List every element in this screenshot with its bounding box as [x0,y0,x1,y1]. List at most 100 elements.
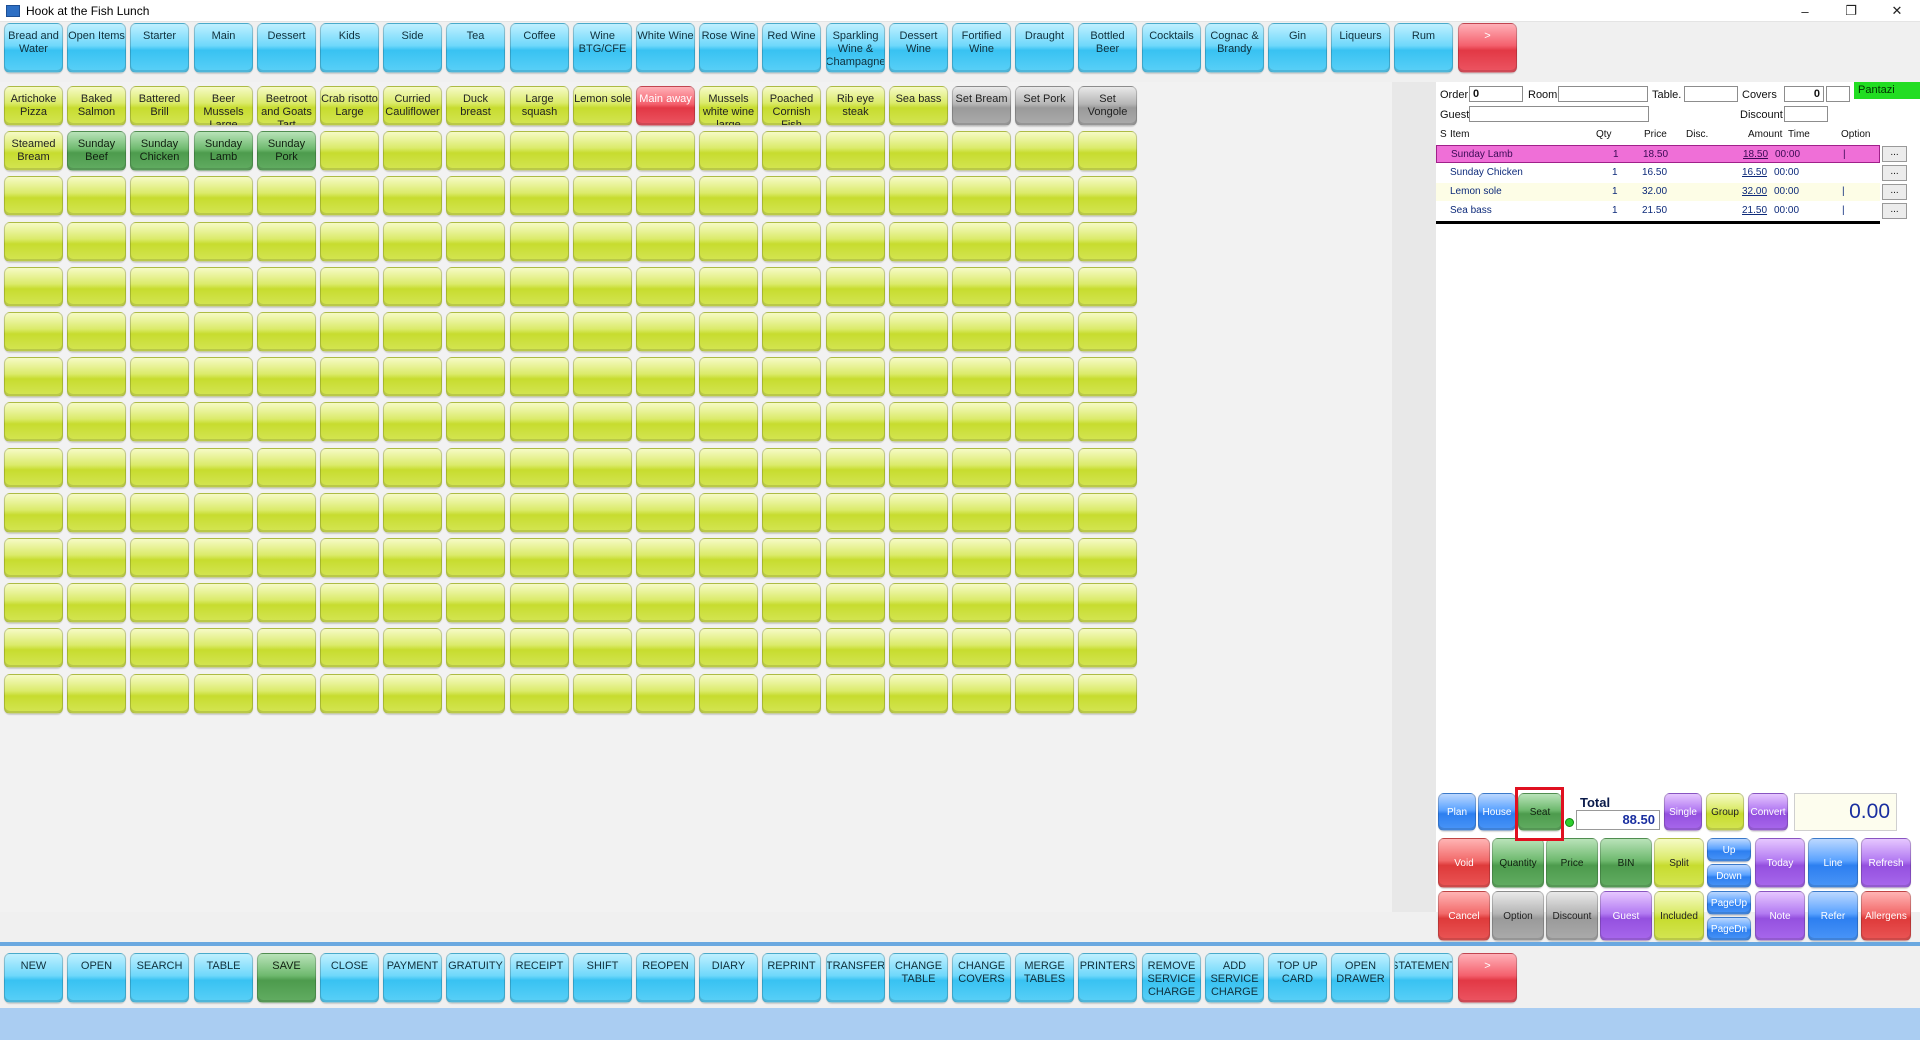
product-sea-bass[interactable]: Sea bass [889,86,948,126]
change-table-button[interactable]: CHANGE TABLE [889,953,948,1003]
reprint-button[interactable]: REPRINT [762,953,821,1003]
table-field[interactable] [1684,86,1738,102]
payment-button[interactable]: PAYMENT [383,953,442,1003]
action-line-button[interactable]: Line [1808,838,1858,888]
action-discount-button[interactable]: Discount [1546,891,1598,941]
product-baked-salmon[interactable]: Baked Salmon [67,86,126,126]
save-button[interactable]: SAVE [257,953,316,1003]
discount-field[interactable] [1784,106,1828,122]
action-single-button[interactable]: Single [1664,793,1702,831]
guest-field[interactable] [1469,106,1649,122]
order-item-row[interactable]: Sea bass 1 21.50 21.50 00:00 | [1436,202,1880,220]
category-tea[interactable]: Tea [446,23,505,73]
action-option-button[interactable]: Option [1492,891,1544,941]
category-bread-and-water[interactable]: Bread and Water [4,23,63,73]
order-item-row[interactable]: Sunday Lamb 1 18.50 18.50 00:00 | [1436,145,1880,163]
action-included-button[interactable]: Included [1654,891,1704,941]
product-sunday-chicken[interactable]: Sunday Chicken [130,131,189,171]
action-down-button[interactable]: Down [1707,864,1751,888]
maximize-button[interactable]: ❐ [1845,3,1857,18]
close-window-button[interactable]: ✕ [1891,3,1903,18]
product-poached-cornish-fish[interactable]: Poached Cornish Fish [762,86,821,126]
action-pageup-button[interactable]: PageUp [1707,891,1751,915]
action-bin-button[interactable]: BIN [1600,838,1652,888]
product-battered-brill[interactable]: Battered Brill [130,86,189,126]
category-dessert[interactable]: Dessert [257,23,316,73]
statement-button[interactable]: STATEMENT [1394,953,1453,1003]
add-service-charge-button[interactable]: ADD SERVICE CHARGE [1205,953,1264,1003]
category-coffee[interactable]: Coffee [510,23,569,73]
category-sparkling-wine-and-champagne[interactable]: Sparkling Wine & Champagne [826,23,885,73]
close-button[interactable]: CLOSE [320,953,379,1003]
action-seat-button[interactable]: Seat [1518,793,1562,831]
order-number-field[interactable]: 0 [1469,86,1523,102]
category-kids[interactable]: Kids [320,23,379,73]
category-cognac-and-brandy[interactable]: Cognac & Brandy [1205,23,1264,73]
action-void-button[interactable]: Void [1438,838,1490,888]
search-button[interactable]: SEARCH [130,953,189,1003]
action-price-button[interactable]: Price [1546,838,1598,888]
category-starter[interactable]: Starter [130,23,189,73]
product-set-bream[interactable]: Set Bream [952,86,1011,126]
action-refer-button[interactable]: Refer [1808,891,1858,941]
product-lemon-sole[interactable]: Lemon sole [573,86,632,126]
product-steamed-bream[interactable]: Steamed Bream [4,131,63,171]
order-item-row[interactable]: Lemon sole 1 32.00 32.00 00:00 | [1436,183,1880,201]
item-options-button[interactable]: ... [1882,203,1907,219]
covers-spinner[interactable] [1826,86,1850,102]
product-rib-eye-steak[interactable]: Rib eye steak [826,86,885,126]
category-gin[interactable]: Gin [1268,23,1327,73]
product-curried-cauliflower[interactable]: Curried Cauliflower [383,86,442,126]
category-next-button[interactable]: > [1458,23,1517,73]
category-liqueurs[interactable]: Liqueurs [1331,23,1390,73]
category-bottled-beer[interactable]: Bottled Beer [1078,23,1137,73]
category-open-items[interactable]: Open Items [67,23,126,73]
action-house-button[interactable]: House [1478,793,1516,831]
action-pagedn-button[interactable]: PageDn [1707,917,1751,941]
category-red-wine[interactable]: Red Wine [762,23,821,73]
action-convert-button[interactable]: Convert [1748,793,1788,831]
order-item-row[interactable]: Sunday Chicken 1 16.50 16.50 00:00 [1436,164,1880,182]
product-sunday-lamb[interactable]: Sunday Lamb [194,131,253,171]
product-crab-risotto-large[interactable]: Crab risotto Large [320,86,379,126]
printers-button[interactable]: PRINTERS [1078,953,1137,1003]
action-refresh-button[interactable]: Refresh [1861,838,1911,888]
change-covers-button[interactable]: CHANGE COVERS [952,953,1011,1003]
action-allergens-button[interactable]: Allergens [1861,891,1911,941]
category-fortified-wine[interactable]: Fortified Wine [952,23,1011,73]
reopen-button[interactable]: REOPEN [636,953,695,1003]
product-sunday-beef[interactable]: Sunday Beef [67,131,126,171]
action-today-button[interactable]: Today [1755,838,1805,888]
product-large-squash[interactable]: Large squash [510,86,569,126]
product-mussels-white-wine-large[interactable]: Mussels white wine large [699,86,758,126]
product-beetroot-and-goats-tart[interactable]: Beetroot and Goats Tart [257,86,316,126]
table-button[interactable]: TABLE [194,953,253,1003]
merge-tables-button[interactable]: MERGE TABLES [1015,953,1074,1003]
product-sunday-pork[interactable]: Sunday Pork [257,131,316,171]
category-cocktails[interactable]: Cocktails [1142,23,1201,73]
category-rose-wine[interactable]: Rose Wine [699,23,758,73]
room-field[interactable] [1558,86,1648,102]
covers-field[interactable]: 0 [1784,86,1824,102]
category-dessert-wine[interactable]: Dessert Wine [889,23,948,73]
remove-service-charge-button[interactable]: REMOVE SERVICE CHARGE [1142,953,1201,1003]
category-draught[interactable]: Draught [1015,23,1074,73]
transfer-button[interactable]: TRANSFER [826,953,885,1003]
category-main[interactable]: Main [194,23,253,73]
product-main-away[interactable]: Main away [636,86,695,126]
gratuity-button[interactable]: GRATUITY [446,953,505,1003]
action-split-button[interactable]: Split [1654,838,1704,888]
product-set-pork[interactable]: Set Pork [1015,86,1074,126]
open-button[interactable]: OPEN [67,953,126,1003]
open-drawer-button[interactable]: OPEN DRAWER [1331,953,1390,1003]
action-note-button[interactable]: Note [1755,891,1805,941]
category-side[interactable]: Side [383,23,442,73]
minimize-button[interactable]: – [1801,3,1809,19]
action-plan-button[interactable]: Plan [1438,793,1476,831]
product-duck-breast[interactable]: Duck breast [446,86,505,126]
category-wine-btg-cfe[interactable]: Wine BTG/CFE [573,23,632,73]
item-options-button[interactable]: ... [1882,184,1907,200]
shift-button[interactable]: SHIFT [573,953,632,1003]
action-quantity-button[interactable]: Quantity [1492,838,1544,888]
item-options-button[interactable]: ... [1882,165,1907,181]
